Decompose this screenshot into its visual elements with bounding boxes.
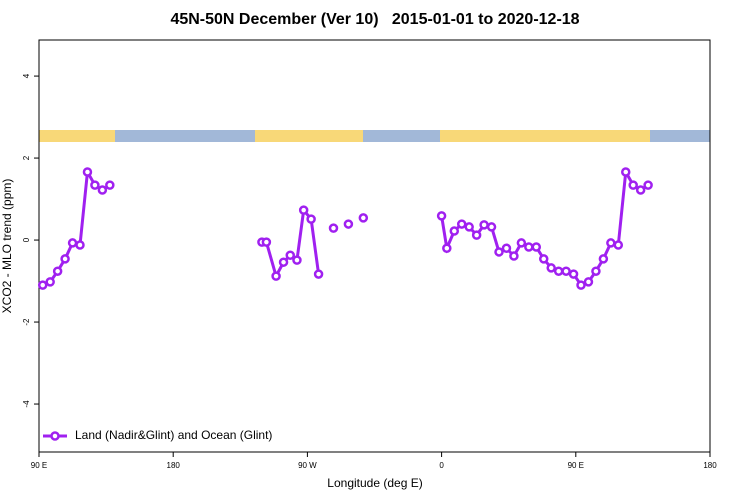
data-point — [561, 266, 571, 276]
data-point — [509, 251, 519, 261]
data-point — [531, 242, 542, 252]
data-point — [292, 255, 302, 265]
data-point — [546, 263, 556, 273]
land-ocean-strip — [39, 130, 710, 142]
data-point — [37, 280, 48, 290]
data-point — [456, 219, 467, 229]
data-point — [328, 223, 339, 233]
data-point — [45, 277, 55, 287]
data-point — [621, 167, 631, 177]
data-point — [494, 247, 504, 257]
data-point — [298, 205, 309, 215]
x-tick-label: 0 — [439, 461, 444, 470]
data-point — [313, 269, 324, 279]
y-tick-label: -2 — [22, 318, 31, 326]
y-tick-label: 4 — [22, 73, 31, 78]
data-point — [479, 220, 489, 230]
data-point — [271, 271, 281, 281]
data-point — [635, 185, 646, 195]
plot-frame — [38, 39, 711, 453]
data-point — [60, 254, 70, 264]
data-point — [449, 226, 460, 236]
data-point — [105, 180, 115, 190]
data-point — [285, 250, 296, 260]
data-point — [568, 269, 579, 279]
data-point — [576, 280, 586, 290]
land-band — [255, 130, 363, 142]
data-point — [613, 240, 624, 250]
data-point — [486, 222, 497, 232]
data-point — [628, 180, 638, 190]
data-point — [52, 266, 63, 276]
y-tick-label: 2 — [22, 155, 31, 160]
legend: Land (Nadir&Glint) and Ocean (Glint) — [43, 428, 272, 442]
data-point — [343, 219, 354, 229]
data-point — [501, 243, 512, 254]
data-point — [261, 237, 272, 247]
data-point — [67, 238, 78, 248]
data-point — [598, 254, 609, 264]
y-tick-label: 0 — [22, 237, 31, 242]
data-point — [436, 211, 447, 221]
x-tick-label: 90 E — [31, 461, 47, 470]
data-point — [464, 222, 474, 232]
data-point — [358, 213, 369, 223]
land-band — [39, 130, 115, 142]
x-tick-label: 90 E — [568, 461, 584, 470]
y-axis-label: XCO2 - MLO trend (ppm) — [0, 179, 14, 314]
x-tick-label: 90 W — [298, 461, 317, 470]
data-point — [278, 257, 289, 267]
data-point — [524, 242, 534, 252]
land-band — [440, 130, 650, 142]
data-point — [591, 266, 601, 276]
data-point — [538, 254, 549, 264]
x-axis-label: Longitude (deg E) — [327, 476, 422, 490]
data-point — [583, 277, 594, 287]
data-point — [553, 266, 564, 276]
legend-label: Land (Nadir&Glint) and Ocean (Glint) — [75, 428, 272, 442]
y-tick-label: -4 — [22, 400, 31, 408]
data-point — [75, 240, 85, 250]
chart-title: 45N-50N December (Ver 10) 2015-01-01 to … — [170, 11, 579, 28]
x-tick-label: 180 — [167, 461, 181, 470]
data-point — [90, 180, 100, 190]
legend-marker — [50, 431, 60, 441]
data-point — [82, 167, 93, 177]
data-point — [471, 230, 482, 240]
data-point — [516, 238, 527, 248]
data-point — [442, 243, 452, 254]
data-point — [306, 214, 316, 224]
data-point — [606, 238, 616, 248]
x-tick-label: 180 — [703, 461, 717, 470]
data-point — [643, 180, 653, 190]
data-point — [97, 185, 108, 195]
